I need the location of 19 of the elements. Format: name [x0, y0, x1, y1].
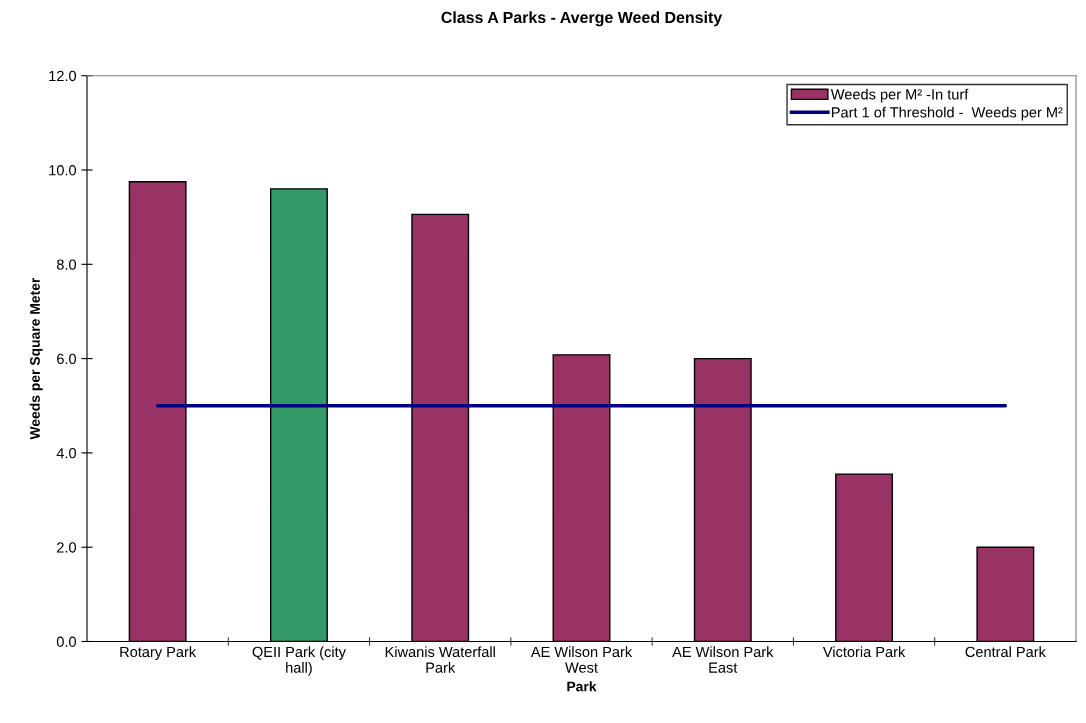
y-axis-title: Weeds per Square Meter	[29, 277, 43, 440]
x-tick-label: AE Wilson Park West	[530, 646, 633, 673]
chart-title: Class A Parks - Averge Weed Density	[441, 11, 723, 27]
x-tick-label: Kiwanis Waterfall Park	[385, 646, 495, 673]
x-axis-title: Park	[567, 681, 597, 692]
x-tick-label: Central Park	[965, 646, 1046, 658]
y-tick-label: 4.0	[56, 448, 77, 459]
x-tick-label: QEII Park (city hall)	[252, 646, 346, 676]
x-tick-label: Rotary Park	[120, 646, 197, 660]
x-tick-label: Victoria Park	[822, 646, 906, 658]
legend-label: Part 1 of Threshold - Weeds per M²	[831, 106, 1063, 121]
y-tick-label: 10.0	[49, 165, 77, 176]
x-tick-label: AE Wilson Park East	[672, 646, 774, 673]
y-tick-label: 0.0	[56, 636, 77, 647]
y-tick-label: 8.0	[56, 259, 77, 270]
y-tick-label: 2.0	[57, 542, 77, 553]
legend-label: Weeds per M² -In turf	[830, 88, 969, 103]
y-tick-label: 6.0	[57, 353, 77, 365]
y-tick-label: 12.0	[49, 70, 77, 82]
